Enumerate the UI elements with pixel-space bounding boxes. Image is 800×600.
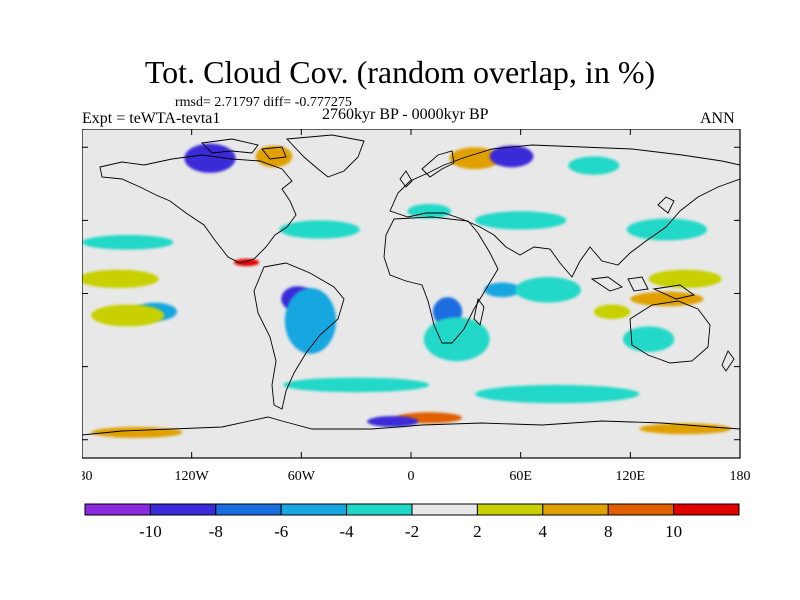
anomaly-region [279,220,360,239]
x-axis: 180 120W 60W 0 60E 120E 180 [82,129,751,484]
coast-greenland [286,134,365,178]
anomaly-region [489,145,534,168]
coastlines [82,134,740,436]
colorbar-label: -4 [340,522,355,541]
colorbar-box [476,503,544,516]
colorbar-label: -8 [209,522,223,541]
experiment-label: Expt = teWTA-tevta1 [82,110,221,127]
colorbar-boxes [84,503,740,516]
coast-scandinavia [399,150,455,188]
colorbar: -10 -8 -6 -4 -2 2 4 8 10 [84,503,740,541]
stats-text: rmsd= 2.71797 diff= -0.777275 [175,95,352,110]
colorbar-box [149,503,217,516]
x-tick-label: 60W [288,469,316,484]
anomaly-region [593,304,631,320]
coast-south-america [253,262,345,410]
anomaly-region [283,377,430,393]
anomaly-region [639,423,731,435]
anomaly-region [423,317,490,362]
anomaly-region [367,415,419,427]
colorbar-box [411,503,478,516]
anomaly-region [648,269,722,289]
map-background [82,129,740,458]
x-tick-label: 180 [82,469,93,484]
anomaly-region [623,326,675,352]
season-label: ANN [700,110,735,127]
coast-eurasia [389,144,740,278]
coast-indonesia [590,276,696,300]
y-axis: 80N40N040S80S [82,146,740,441]
colorbar-box [346,503,413,516]
x-tick-label: 60E [509,469,532,484]
anomaly-region [568,156,620,175]
coast-new-zealand [721,350,735,372]
x-tick-label: 120E [616,469,646,484]
anomaly-layer [82,143,731,438]
coast-antarctica [82,416,740,436]
colorbar-box [280,503,348,516]
chart-title: Tot. Cloud Cov. (random overlap, in %) [144,54,656,90]
colorbar-label: -6 [274,522,288,541]
anomaly-region [484,282,521,298]
coast-japan [657,196,675,214]
anomaly-region [407,203,452,219]
colorbar-box [215,503,282,516]
map-plot: 80N40N040S80S 180 120W 60W 0 60E 120E 180 [82,129,751,484]
colorbar-box [673,503,740,516]
colorbar-box [84,503,151,516]
anomaly-region [184,143,236,173]
anomaly-region [626,218,708,241]
anomaly-region [91,304,165,327]
period-label: 2760kyr BP - 0000kyr BP [322,106,489,123]
x-tick-label: 0 [408,469,415,484]
anomaly-region [515,277,581,303]
coast-africa [383,216,499,344]
coast-north-america [99,154,297,264]
anomaly-region [474,211,567,230]
coast-arctic-islands [201,138,287,160]
colorbar-label: 8 [604,522,613,541]
anomaly-region [255,145,293,168]
colorbar-label: 4 [539,522,548,541]
anomaly-region [630,291,704,307]
anomaly-region [233,258,260,267]
anomaly-region [284,288,337,354]
colorbar-labels: -10 -8 -6 -4 -2 2 4 8 10 [139,522,682,541]
anomaly-region [474,384,640,404]
colorbar-label: -2 [405,522,419,541]
coast-australia [629,300,711,364]
anomaly-region [449,147,501,170]
coast-madagascar [473,297,485,326]
x-tick-label: 120W [175,469,210,484]
colorbar-label: -10 [139,522,162,541]
anomaly-region [82,235,174,250]
x-tick-label: 180 [730,469,751,484]
anomaly-region [82,269,159,289]
colorbar-label: 2 [473,522,482,541]
colorbar-box [542,503,609,516]
colorbar-label: 10 [665,522,682,541]
colorbar-box [607,503,675,516]
